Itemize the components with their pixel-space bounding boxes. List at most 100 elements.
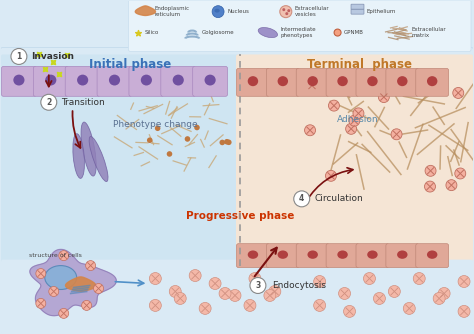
Circle shape [212, 6, 224, 18]
FancyBboxPatch shape [237, 244, 269, 268]
Text: GPNMB: GPNMB [344, 30, 364, 35]
Ellipse shape [308, 250, 318, 259]
Circle shape [249, 273, 261, 285]
Ellipse shape [45, 74, 56, 86]
FancyBboxPatch shape [326, 68, 359, 96]
Text: Silico: Silico [145, 30, 159, 35]
Text: Extracellular
matrix: Extracellular matrix [411, 27, 446, 38]
Circle shape [425, 165, 436, 176]
Circle shape [403, 302, 415, 314]
Circle shape [433, 293, 445, 304]
Text: Progressive phase: Progressive phase [186, 211, 294, 221]
Circle shape [438, 288, 450, 300]
Text: Circulation: Circulation [315, 194, 364, 203]
Text: Terminal  phase: Terminal phase [307, 58, 412, 71]
FancyBboxPatch shape [1, 66, 36, 96]
Ellipse shape [278, 76, 288, 86]
Circle shape [446, 180, 457, 191]
Ellipse shape [367, 76, 378, 86]
FancyBboxPatch shape [1, 260, 473, 333]
Circle shape [147, 137, 153, 143]
Ellipse shape [248, 76, 258, 86]
Point [135, 30, 142, 35]
Circle shape [326, 170, 337, 181]
Circle shape [250, 278, 266, 294]
FancyBboxPatch shape [351, 9, 364, 14]
Circle shape [209, 278, 221, 290]
FancyBboxPatch shape [236, 54, 473, 268]
Point [63, 53, 71, 58]
Circle shape [294, 191, 310, 207]
Circle shape [314, 276, 326, 288]
Circle shape [149, 300, 161, 311]
Circle shape [314, 300, 326, 311]
Point [55, 72, 63, 77]
FancyBboxPatch shape [65, 66, 100, 96]
Circle shape [388, 286, 401, 298]
Polygon shape [65, 277, 96, 291]
Circle shape [346, 123, 356, 134]
Circle shape [338, 288, 351, 300]
FancyBboxPatch shape [296, 244, 329, 268]
Circle shape [264, 290, 276, 302]
FancyBboxPatch shape [356, 244, 389, 268]
Ellipse shape [397, 250, 408, 259]
Circle shape [194, 125, 200, 130]
FancyBboxPatch shape [326, 244, 359, 268]
Ellipse shape [214, 9, 220, 13]
Ellipse shape [45, 266, 77, 290]
Ellipse shape [73, 134, 84, 178]
Ellipse shape [109, 74, 120, 86]
FancyBboxPatch shape [1, 54, 239, 268]
Circle shape [283, 8, 285, 11]
Circle shape [185, 136, 190, 142]
Ellipse shape [77, 74, 88, 86]
Text: Initial phase: Initial phase [89, 58, 172, 71]
Text: Intermediate
phenotypes: Intermediate phenotypes [281, 27, 317, 38]
Ellipse shape [397, 76, 408, 86]
Circle shape [59, 250, 69, 261]
Text: Epithelium: Epithelium [366, 9, 396, 14]
Circle shape [49, 287, 59, 297]
Text: Transition: Transition [61, 98, 104, 107]
Circle shape [344, 305, 356, 317]
Text: Extracellular
vesicles: Extracellular vesicles [295, 6, 329, 17]
FancyBboxPatch shape [416, 68, 448, 96]
Circle shape [167, 151, 172, 157]
Ellipse shape [248, 250, 258, 259]
Circle shape [244, 300, 256, 311]
Circle shape [453, 88, 464, 99]
Circle shape [455, 168, 466, 179]
Ellipse shape [89, 137, 108, 182]
Circle shape [82, 301, 91, 310]
Circle shape [93, 284, 103, 294]
Circle shape [413, 273, 425, 285]
FancyBboxPatch shape [356, 68, 389, 96]
Circle shape [174, 293, 186, 304]
FancyBboxPatch shape [237, 68, 269, 96]
Ellipse shape [427, 76, 438, 86]
Circle shape [199, 302, 211, 314]
Text: Golgiosome: Golgiosome [202, 30, 235, 35]
Circle shape [349, 115, 360, 126]
FancyBboxPatch shape [386, 244, 419, 268]
Ellipse shape [81, 122, 96, 176]
Circle shape [458, 305, 470, 317]
Circle shape [11, 48, 27, 64]
Text: Nucleus: Nucleus [227, 9, 249, 14]
Circle shape [269, 286, 281, 298]
FancyBboxPatch shape [386, 68, 419, 96]
Text: 2: 2 [46, 98, 51, 107]
Ellipse shape [337, 250, 348, 259]
Circle shape [305, 125, 316, 136]
FancyBboxPatch shape [193, 66, 228, 96]
Circle shape [353, 108, 364, 119]
FancyBboxPatch shape [97, 66, 132, 96]
FancyBboxPatch shape [0, 47, 474, 334]
FancyBboxPatch shape [266, 68, 299, 96]
Circle shape [280, 6, 292, 18]
Text: Phenotype change: Phenotype change [113, 120, 198, 129]
Circle shape [189, 270, 201, 282]
Text: Adhesion: Adhesion [337, 115, 378, 124]
Circle shape [364, 273, 375, 285]
